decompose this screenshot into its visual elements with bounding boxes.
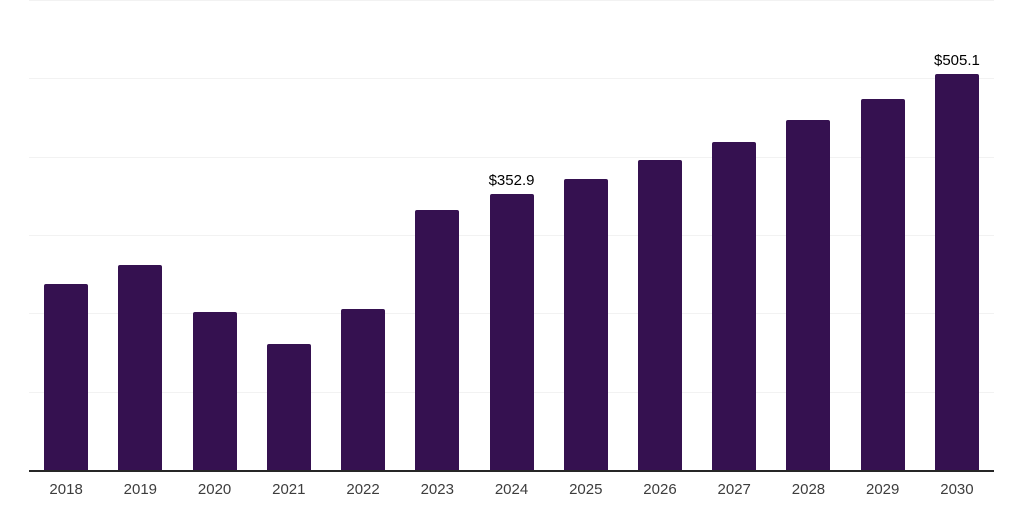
gridline-400: [29, 156, 994, 158]
bar-value-label-2024: $352.9: [488, 171, 535, 189]
bar-value-label-2030: $505.1: [933, 52, 980, 70]
plot-area: $352.9 $505.1: [29, 0, 994, 472]
bars-container: $352.9 $505.1: [29, 0, 994, 470]
x-tick-label-2027: 2027: [717, 481, 751, 498]
bar-2020: [192, 311, 237, 470]
x-tick-label-2020: 2020: [197, 481, 232, 498]
bar-2029: [860, 99, 905, 470]
gridline-600: [29, 0, 994, 1]
x-tick-label-2029: 2029: [866, 481, 900, 498]
bar-2019: [118, 265, 163, 470]
bar-slot-2018: [29, 0, 103, 470]
bar-2018: [44, 283, 89, 470]
bar-slot-2022: [326, 0, 400, 470]
x-tick-label-2019: 2019: [123, 481, 158, 498]
bar-2021: [266, 343, 311, 470]
bar-2030: [934, 74, 979, 470]
x-tick-label-2030: 2030: [940, 481, 974, 498]
bar-slot-2027: [697, 0, 771, 470]
bar-2028: [786, 120, 831, 470]
bar-slot-2028: [771, 0, 845, 470]
bar-slot-2025: [549, 0, 623, 470]
x-tick-label-2018: 2018: [49, 481, 83, 498]
bar-slot-2024: $352.9: [474, 0, 548, 470]
bar-2026: [637, 160, 682, 470]
x-tick-label-2026: 2026: [643, 481, 677, 498]
bar-2025: [563, 178, 608, 470]
x-tick-label-2024: 2024: [494, 481, 529, 498]
bar-slot-2020: [177, 0, 251, 470]
bar-2027: [712, 141, 757, 470]
x-tick-label-2021: 2021: [272, 481, 306, 498]
x-axis-tick-labels: 2018 2019 2020 2021 2022 2023 2024 2025 2026 2027…: [29, 481, 994, 499]
bar-slot-2023: [400, 0, 474, 470]
bar-slot-2029: [846, 0, 920, 470]
bar-slot-2026: [623, 0, 697, 470]
x-tick-label-2023: 2023: [420, 481, 454, 498]
x-tick-label-2025: 2025: [569, 481, 603, 498]
bar-slot-2021: [252, 0, 326, 470]
bar-slot-2019: [103, 0, 177, 470]
x-tick-label-2028: 2028: [791, 481, 826, 498]
bar-2023: [415, 209, 460, 470]
bar-slot-2030: $505.1: [920, 0, 994, 470]
gridline-500: [29, 78, 994, 80]
bar-2022: [341, 309, 386, 470]
bar-2024: [489, 193, 534, 470]
x-tick-label-2022: 2022: [346, 481, 380, 498]
